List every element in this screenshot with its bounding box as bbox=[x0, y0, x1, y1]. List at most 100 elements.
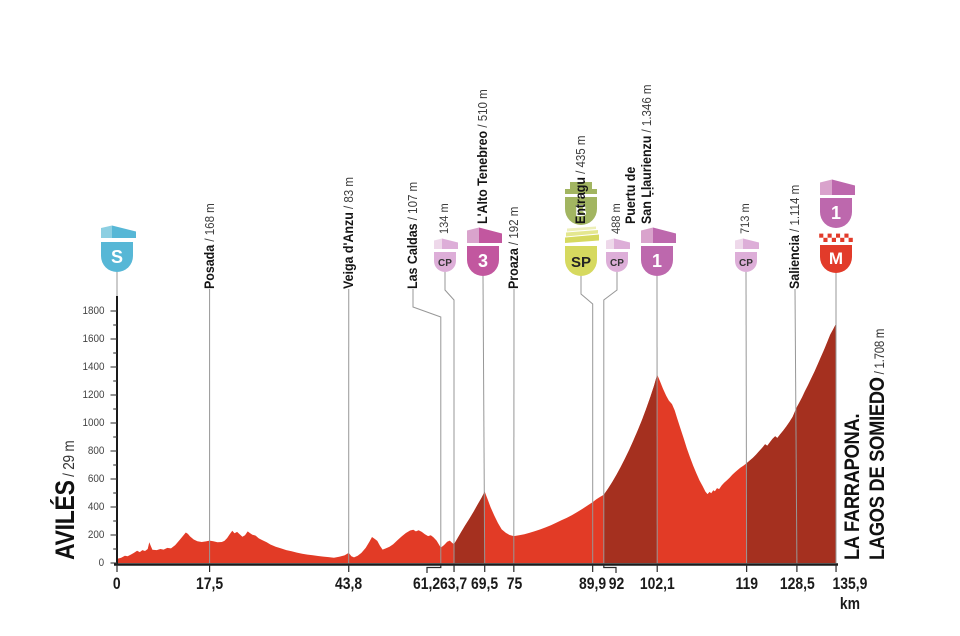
x-tick-label: 102,1 bbox=[639, 574, 675, 593]
badge-text: 3 bbox=[478, 251, 488, 271]
waypoint-label-puertu-de: Puertu de San Ḷḷaurienzu / 1.346 m bbox=[623, 84, 654, 224]
y-tick-label: 1400 bbox=[81, 361, 104, 373]
climb-section bbox=[603, 374, 658, 563]
badge-flag bbox=[112, 225, 136, 238]
bonus-marker: B bbox=[565, 182, 597, 225]
checker-square bbox=[827, 233, 832, 238]
badge-flag bbox=[820, 179, 832, 195]
y-tick-label: 1000 bbox=[81, 417, 104, 429]
waypoint-label-proaza: Proaza / 192 m bbox=[506, 206, 521, 289]
waypoint-leader-line bbox=[482, 275, 486, 564]
y-tick-label: 200 bbox=[87, 529, 104, 541]
waypoint-label-veiga-d-anzu: Veiga d'Anzu / 83 m bbox=[341, 177, 356, 289]
climb-section bbox=[746, 323, 836, 563]
checker-square bbox=[819, 233, 824, 238]
checker-square bbox=[831, 237, 836, 242]
badge-flag bbox=[570, 182, 592, 189]
checker-square bbox=[823, 237, 828, 242]
badge-flag bbox=[434, 238, 442, 249]
checker-square bbox=[840, 237, 845, 242]
badge-shield bbox=[735, 252, 757, 272]
x-tick-label: 17,5 bbox=[196, 574, 224, 593]
y-tick-label: 600 bbox=[87, 473, 104, 485]
x-tick-elbow bbox=[603, 564, 617, 573]
markers: S CP 3 B SP CP 1 CP 1 M bbox=[101, 179, 855, 276]
climb-section bbox=[454, 491, 485, 563]
x-tick-label: 61,2 bbox=[413, 574, 441, 593]
badge-text: CP bbox=[438, 258, 452, 269]
badge-text: M bbox=[829, 249, 843, 268]
x-tick-label: 69,5 bbox=[471, 574, 499, 593]
checkpoint-alt-label: 713 m bbox=[738, 203, 752, 234]
checkpoint-marker: CP bbox=[735, 238, 759, 272]
finish-meta-marker: M bbox=[819, 233, 853, 273]
badge-shield bbox=[101, 242, 133, 272]
checker-square bbox=[844, 237, 849, 242]
waypoint-leader-line bbox=[745, 271, 748, 564]
grid-lines bbox=[116, 271, 837, 564]
x-tick-label: 128,5 bbox=[779, 574, 815, 593]
y-tick-label: 1200 bbox=[81, 389, 104, 401]
waypoint-label-posada: Posada / 168 m bbox=[202, 203, 217, 289]
checker-square bbox=[836, 237, 841, 242]
y-tick-label: 1800 bbox=[81, 305, 104, 317]
checker-square bbox=[844, 233, 849, 238]
badge-flag bbox=[467, 227, 479, 243]
climb-sections bbox=[454, 323, 836, 563]
badge-flag bbox=[565, 234, 599, 243]
checkpoint-alt-label: 488 m bbox=[609, 203, 623, 234]
waypoint-leader-line bbox=[603, 272, 618, 563]
badge-text: 1 bbox=[652, 251, 662, 271]
badge-shield bbox=[467, 246, 499, 276]
waypoint-leader-line bbox=[580, 276, 594, 563]
badge-flag bbox=[566, 230, 598, 237]
badge-shield bbox=[820, 245, 852, 273]
checker-square bbox=[840, 233, 845, 238]
finish-town-alt: / 1.708 m bbox=[872, 328, 887, 378]
finish-cat1-marker: 1 bbox=[820, 179, 855, 228]
badge-flag bbox=[567, 226, 596, 232]
badge-shield bbox=[606, 252, 628, 272]
waypoint-label-l-alto-tenebreo: L'Alto Tenebreo / 510 m bbox=[475, 89, 490, 224]
badge-flag bbox=[614, 238, 630, 249]
waypoint-leader-line bbox=[794, 288, 798, 564]
badge-flag bbox=[832, 179, 855, 195]
waypoint-label-entragu: Entragu / 435 m bbox=[573, 135, 588, 224]
axes bbox=[110, 296, 838, 573]
start-town-name: AVILÉS bbox=[50, 480, 80, 560]
badge-flag bbox=[735, 238, 743, 249]
waypoint-label-saliencia: Saliencia / 1.114 m bbox=[787, 184, 802, 289]
y-tick-label: 400 bbox=[87, 501, 104, 513]
y-tick-label: 800 bbox=[87, 445, 104, 457]
x-tick-label: 135,9 km bbox=[832, 574, 868, 613]
checkpoint-alt-label: 134 m bbox=[437, 203, 451, 234]
x-tick-label: 92 bbox=[608, 574, 624, 593]
cat3-climb-marker: 3 bbox=[467, 227, 502, 276]
checkpoint-marker: CP bbox=[434, 238, 458, 272]
badge-text: CP bbox=[610, 258, 624, 269]
badge-shield bbox=[641, 246, 673, 276]
badge-flag bbox=[479, 227, 502, 243]
badge-flag bbox=[565, 189, 597, 194]
waypoint-leader-line bbox=[412, 289, 442, 563]
x-tick-label: 89,9 bbox=[579, 574, 607, 593]
finish-town-name-line1: LA FARRAPONA. bbox=[840, 413, 864, 560]
x-tick-label: 43,8 bbox=[335, 574, 363, 593]
badge-flag bbox=[606, 238, 614, 249]
y-tick-label: 1600 bbox=[81, 333, 104, 345]
y-tick-label: 0 bbox=[98, 557, 104, 569]
checker-square bbox=[848, 237, 853, 242]
finish-town-name-line2: LAGOS DE SOMIEDO / 1.708 m bbox=[865, 328, 889, 560]
x-tick-label: 0 bbox=[113, 574, 121, 593]
checker-square bbox=[848, 233, 853, 238]
badge-text: B bbox=[575, 203, 587, 220]
x-tick-label: 119 bbox=[735, 574, 759, 593]
x-tick-label: 63,7 bbox=[440, 574, 468, 593]
sprint-marker: SP bbox=[565, 226, 599, 276]
start-marker: S bbox=[101, 225, 136, 272]
badge-shield bbox=[434, 252, 456, 272]
checker-square bbox=[819, 237, 824, 242]
badge-shield bbox=[565, 197, 597, 225]
